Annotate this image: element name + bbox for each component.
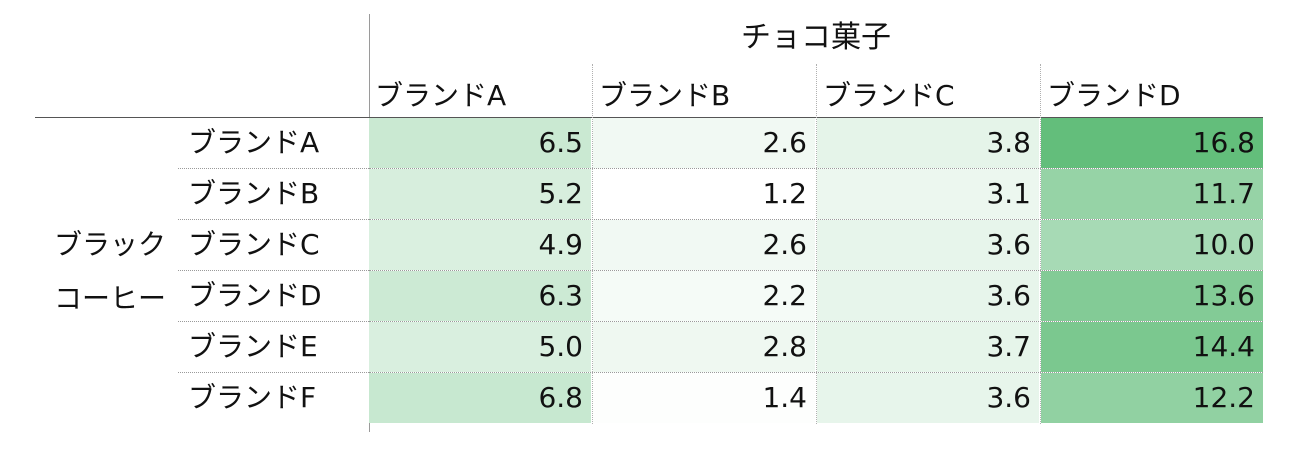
row-header: ブランドD [188, 279, 322, 312]
column-header: ブランドA [375, 79, 507, 112]
row-divider [178, 372, 1263, 373]
heatmap-cell: 2.6 [593, 220, 815, 270]
row-header: ブランドB [188, 177, 320, 210]
header-divider-horizontal [35, 117, 1263, 118]
heatmap-cell: 3.6 [817, 373, 1039, 423]
row-group-label-line-2: コーヒー [53, 282, 166, 315]
heatmap-cell: 6.5 [369, 118, 591, 168]
heatmap-cell: 12.2 [1041, 373, 1263, 423]
heatmap-cell: 5.0 [369, 322, 591, 372]
row-group-label-line-1: ブラック [53, 228, 166, 261]
column-header: ブランドB [599, 79, 731, 112]
heatmap-cell: 2.2 [593, 271, 815, 321]
heatmap-cell: 3.6 [817, 271, 1039, 321]
heatmap-cell: 5.2 [369, 169, 591, 219]
heatmap-cell: 11.7 [1041, 169, 1263, 219]
row-divider [178, 168, 1263, 169]
heatmap-cell: 1.2 [593, 169, 815, 219]
heatmap-cell: 1.4 [593, 373, 815, 423]
column-divider [1040, 64, 1041, 424]
column-divider [592, 64, 593, 424]
column-header: ブランドD [1047, 79, 1181, 112]
row-divider [178, 270, 1263, 271]
heatmap-cell: 3.6 [817, 220, 1039, 270]
heatmap-cell: 10.0 [1041, 220, 1263, 270]
heatmap-cell: 2.6 [593, 118, 815, 168]
heatmap-cell: 14.4 [1041, 322, 1263, 372]
heatmap-cell: 6.8 [369, 373, 591, 423]
row-divider [178, 219, 1263, 220]
heatmap-cell: 3.7 [817, 322, 1039, 372]
heatmap-cell: 3.8 [817, 118, 1039, 168]
column-header: ブランドC [823, 79, 955, 112]
heatmap-cell: 16.8 [1041, 118, 1263, 168]
row-header: ブランドE [188, 330, 318, 363]
column-group-title: チョコ菓子 [741, 20, 891, 55]
heatmap-cell: 13.6 [1041, 271, 1263, 321]
heatmap-cell: 6.3 [369, 271, 591, 321]
row-header: ブランドF [188, 381, 317, 414]
row-header: ブランドA [188, 126, 320, 159]
heatmap-cell: 3.1 [817, 169, 1039, 219]
row-divider [178, 321, 1263, 322]
column-divider [816, 64, 817, 424]
row-header: ブランドC [188, 228, 320, 261]
heatmap-cell: 2.8 [593, 322, 815, 372]
heatmap-cell: 4.9 [369, 220, 591, 270]
